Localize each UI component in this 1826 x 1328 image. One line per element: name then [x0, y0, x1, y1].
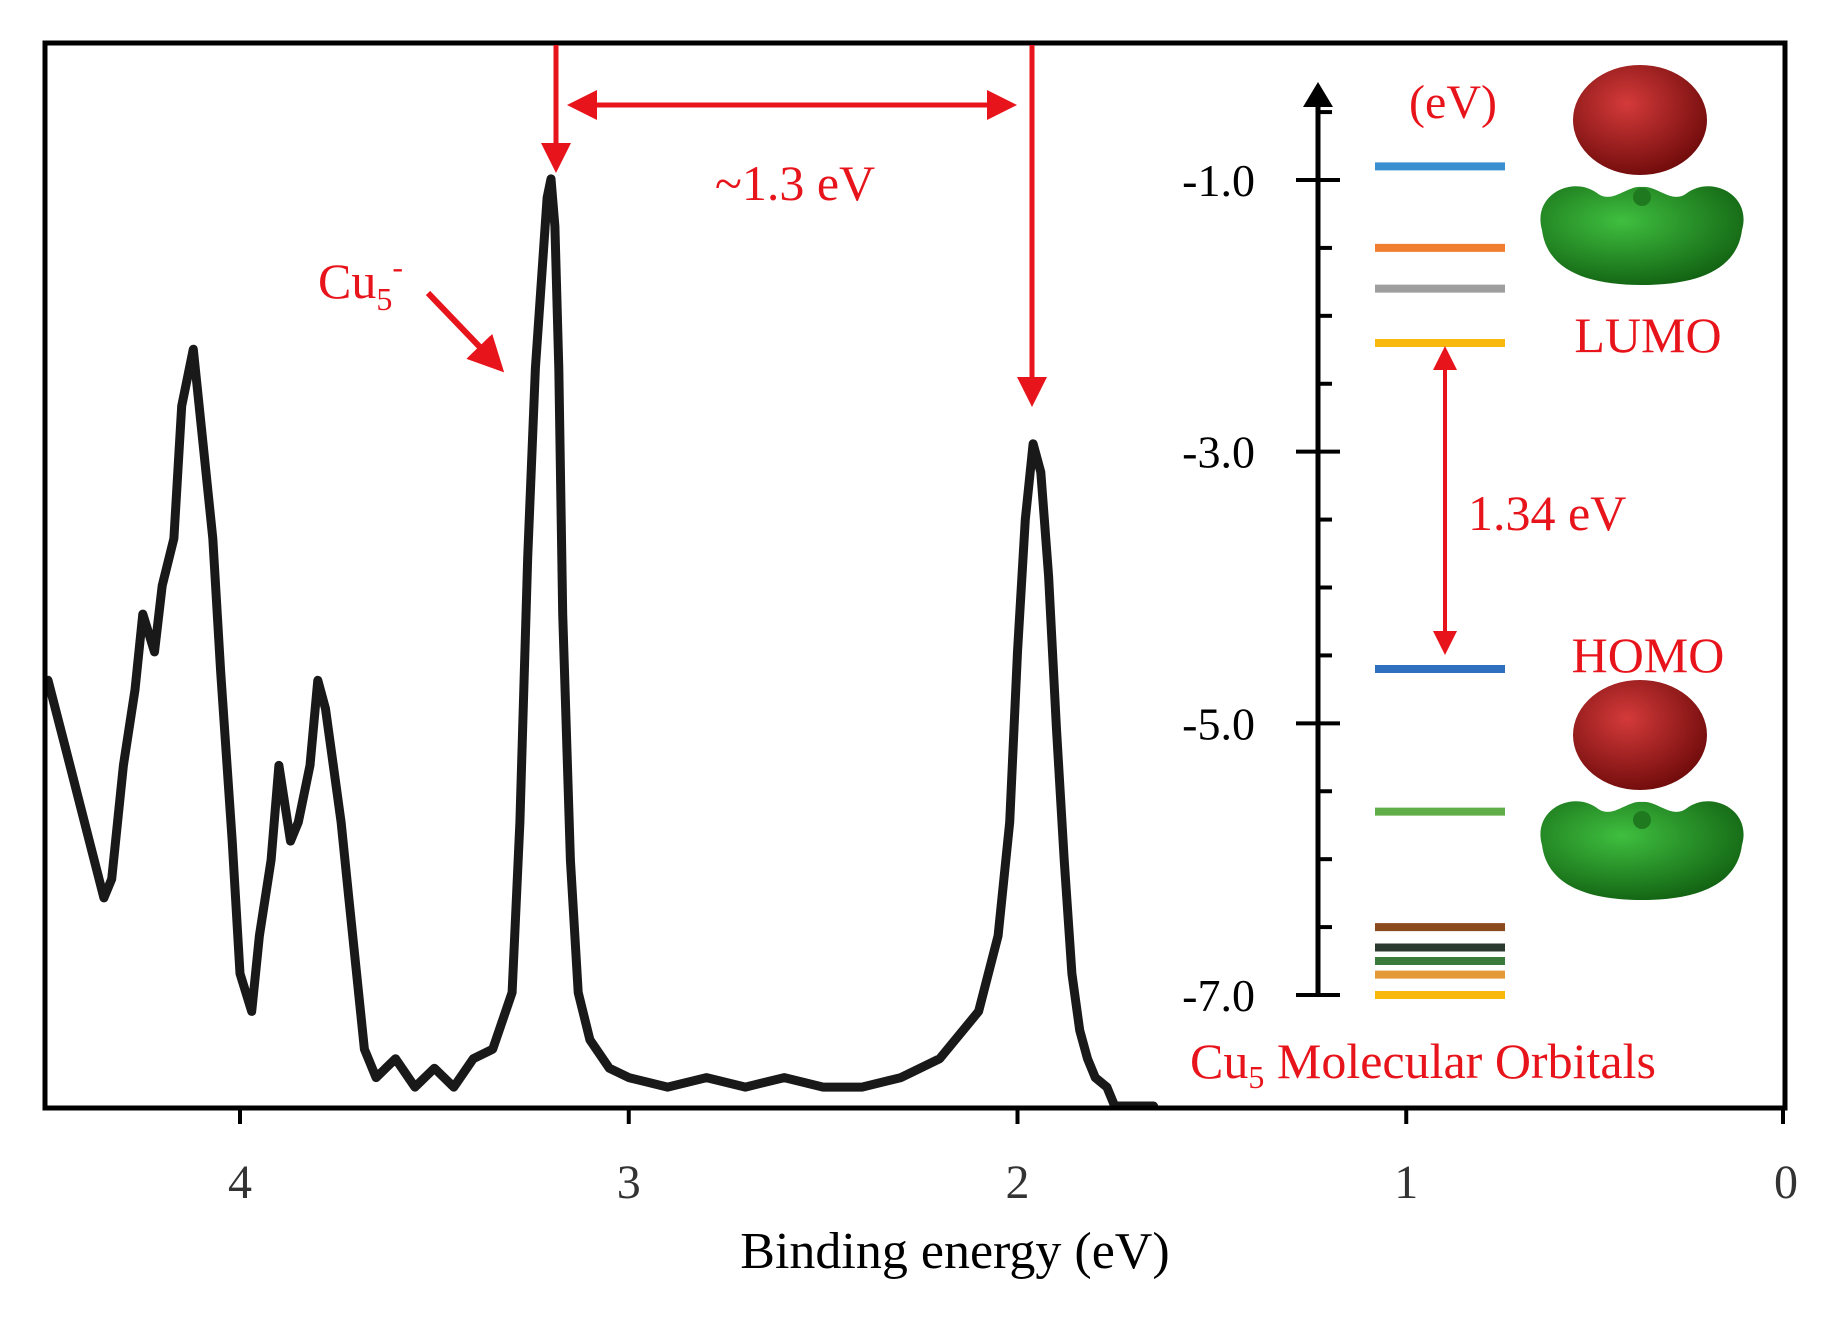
- gap-label: ~1.3 eV: [715, 155, 875, 211]
- plot-frame: [42, 40, 1788, 1111]
- lumo-bottom-lobe: [1540, 186, 1744, 285]
- spectrum-line-0: [43, 174, 1159, 1111]
- lumo-top-lobe: [1573, 65, 1707, 175]
- energy-tick-label--3.0: -3.0: [1182, 427, 1255, 478]
- x-axis: 4 3 2 1 0: [228, 1108, 1798, 1209]
- homo-top-lobe: [1573, 680, 1707, 790]
- cu5-anion-arrow: [425, 290, 505, 373]
- energy-levels: [1375, 162, 1505, 999]
- spectrum-series: [43, 174, 1159, 1111]
- energy-tick-label--5.0: -5.0: [1182, 698, 1255, 749]
- x-tick-label-4: 4: [228, 1156, 252, 1209]
- homo-orbital-image: [1540, 680, 1744, 900]
- homo-label: HOMO: [1572, 627, 1725, 683]
- homo-bottom-lobe: [1540, 801, 1744, 900]
- x-tick-label-2: 2: [1006, 1156, 1030, 1209]
- x-axis-title: Binding energy (eV): [740, 1223, 1169, 1280]
- energy-axis: -1.0 -3.0 -5.0 -7.0: [1182, 82, 1340, 1021]
- lumo-orbital-image: [1540, 65, 1744, 285]
- x-tick-label-1: 1: [1394, 1156, 1418, 1209]
- energy-tick-label--7.0: -7.0: [1182, 970, 1255, 1021]
- x-tick-label-0: 0: [1774, 1156, 1798, 1209]
- x-tick-label-3: 3: [617, 1156, 641, 1209]
- homo-center-dot: [1633, 811, 1651, 829]
- homo-lumo-gap-label: 1.34 eV: [1468, 485, 1626, 541]
- lumo-center-dot: [1633, 188, 1651, 206]
- energy-unit-label: (eV): [1409, 76, 1497, 129]
- energy-tick-label--1.0: -1.0: [1182, 155, 1255, 206]
- diagram-footer-label: Cu5 Molecular Orbitals: [1190, 1033, 1656, 1095]
- cu5-anion-label: Cu5-: [318, 249, 403, 317]
- lumo-label: LUMO: [1574, 307, 1721, 363]
